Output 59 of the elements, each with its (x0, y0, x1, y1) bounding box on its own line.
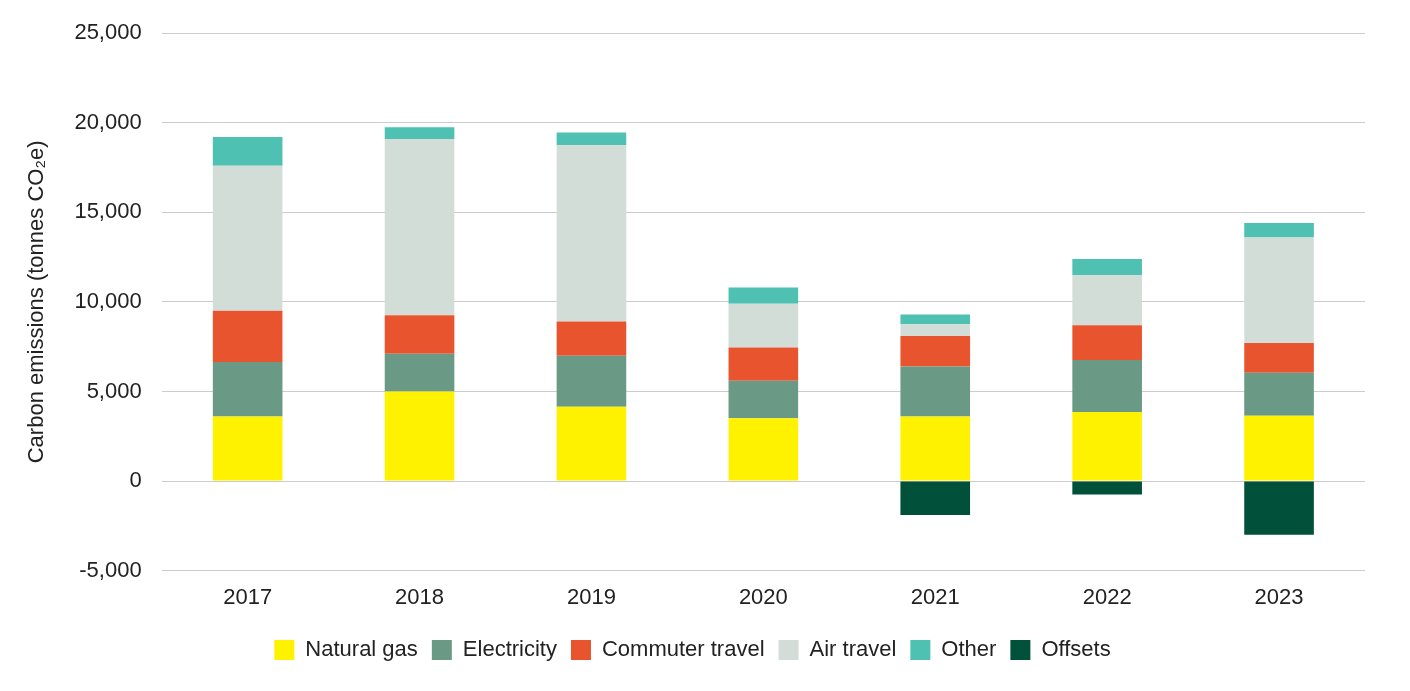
bar (728, 418, 799, 481)
legend-label: Electricity (462, 636, 557, 662)
bar (384, 353, 455, 392)
bar (384, 315, 455, 354)
bar (556, 132, 627, 146)
y-tick-label: 20,000 (74, 108, 142, 134)
bar (728, 380, 799, 419)
bar (384, 138, 455, 316)
legend-label: Natural gas (305, 636, 418, 662)
bar (212, 165, 283, 311)
bar (212, 361, 283, 417)
legend-label: Other (941, 636, 997, 662)
bar (556, 406, 627, 481)
bar (900, 366, 971, 417)
y-tick-label: -5,000 (79, 556, 142, 582)
bar (1244, 481, 1314, 535)
bar (728, 287, 799, 304)
bar (900, 314, 971, 325)
bar (1072, 412, 1142, 481)
bar (384, 391, 455, 481)
bar (900, 481, 971, 516)
bar (1244, 372, 1314, 416)
legend-label: Air travel (809, 636, 897, 662)
x-tick-label: 2017 (223, 583, 273, 609)
bar (728, 303, 799, 348)
x-tick-label: 2019 (566, 583, 616, 609)
bar (384, 127, 455, 139)
bar (1072, 325, 1142, 361)
bar (728, 347, 799, 381)
x-tick-label: 2023 (1254, 583, 1304, 609)
bar (1072, 258, 1142, 276)
y-axis-title: Carbon emissions (tonnes CO₂e) (23, 140, 49, 464)
bar (212, 310, 283, 362)
x-tick-label: 2018 (395, 583, 445, 609)
bar (556, 145, 627, 322)
bar (1072, 275, 1142, 326)
bar (1244, 415, 1314, 481)
bar (900, 324, 971, 336)
y-tick-label: 25,000 (74, 19, 142, 45)
bar (1244, 237, 1314, 344)
bar (1244, 343, 1314, 373)
y-tick-label: 15,000 (74, 198, 142, 224)
y-tick-label: 5,000 (86, 377, 142, 403)
y-tick-label: 10,000 (74, 287, 142, 313)
bar (556, 355, 627, 407)
x-tick-label: 2021 (910, 583, 960, 609)
bar (1072, 360, 1142, 413)
bar (212, 137, 283, 166)
y-tick-label: 0 (129, 467, 142, 493)
bar (900, 416, 971, 481)
bar (900, 335, 971, 367)
x-tick-label: 2022 (1082, 583, 1132, 609)
legend-label: Commuter travel (601, 636, 765, 662)
bar (1072, 481, 1142, 495)
bar (212, 416, 283, 481)
legend-label: Offsets (1041, 636, 1111, 662)
x-tick-label: 2020 (738, 583, 788, 609)
bar (556, 321, 627, 356)
bar (1244, 223, 1314, 238)
